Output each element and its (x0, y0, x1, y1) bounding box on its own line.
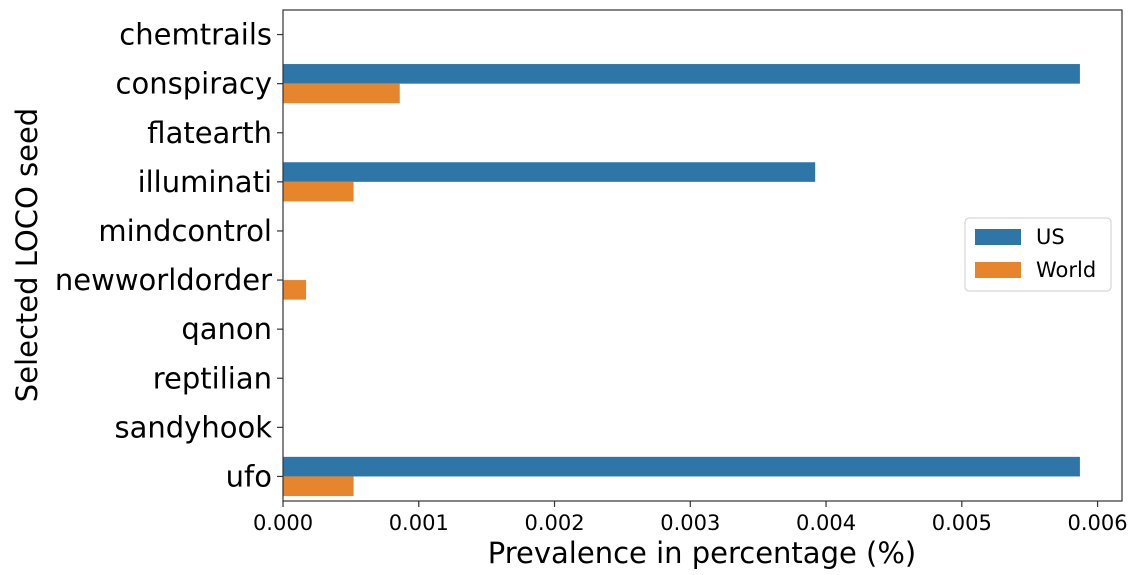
y-tick-label: illuminati (138, 165, 272, 199)
plot-frame (282, 9, 1123, 502)
y-tick-label: ufo (226, 459, 272, 493)
y-tick-label: newworldorder (55, 263, 272, 297)
bar-world-illuminati (283, 181, 354, 202)
bars-layer (283, 64, 1080, 497)
x-tick-label: 0.002 (524, 511, 584, 535)
legend-label-world: World (1036, 258, 1096, 282)
legend-swatch-us (975, 229, 1021, 245)
y-tick-label: chemtrails (119, 18, 272, 52)
bar-us-illuminati (283, 162, 816, 182)
y-tick-label: flatearth (147, 116, 272, 150)
y-tick-label: conspiracy (116, 67, 272, 101)
x-tick-label: 0.003 (660, 511, 720, 535)
x-axis-ticks: 0.000 0.001 0.002 0.003 0.004 0.005 0.006 (253, 501, 1128, 535)
legend-swatch-world (975, 262, 1021, 278)
x-tick-label: 0.004 (796, 511, 856, 535)
y-tick-label: reptilian (153, 361, 272, 395)
x-tick-label: 0.006 (1068, 511, 1128, 535)
x-tick-label: 0.001 (389, 511, 449, 535)
y-axis-label: Selected LOCO seed (10, 108, 44, 402)
bar-world-ufo (283, 476, 354, 497)
bar-us-conspiracy (283, 64, 1080, 84)
bar-world-newworldorder (283, 280, 307, 300)
bar-world-conspiracy (283, 83, 400, 104)
y-tick-label: qanon (181, 312, 272, 346)
y-tick-label: mindcontrol (98, 214, 272, 248)
legend-label-us: US (1036, 225, 1065, 249)
x-tick-label: 0.000 (253, 511, 313, 535)
legend: US World (964, 217, 1112, 292)
y-axis-ticks: chemtrails conspiracy flatearth illuminati m… (55, 18, 283, 493)
x-axis-label: Prevalence in percentage (%) (488, 536, 916, 570)
y-tick-label: sandyhook (115, 410, 273, 444)
bar-us-ufo (283, 456, 1080, 477)
x-tick-label: 0.005 (932, 511, 992, 535)
